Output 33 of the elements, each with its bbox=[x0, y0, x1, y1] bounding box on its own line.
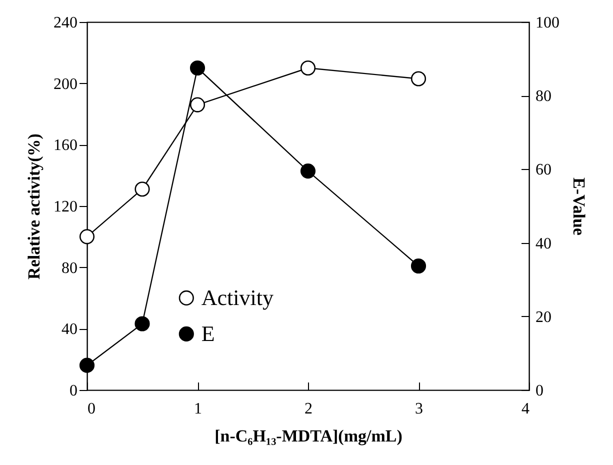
point bbox=[79, 229, 95, 244]
point bbox=[190, 60, 206, 76]
x-tick-label: 3 bbox=[415, 400, 423, 418]
y-tick-label: 160 bbox=[54, 137, 78, 154]
y-tick-label: 200 bbox=[54, 76, 78, 93]
y2-tick-label: 100 bbox=[536, 14, 560, 32]
y2-tick-label: 60 bbox=[536, 162, 552, 179]
y-tick-label: 80 bbox=[62, 260, 78, 277]
y2-tick-label: 20 bbox=[536, 308, 552, 326]
point bbox=[134, 182, 150, 197]
legend-label: E bbox=[201, 320, 215, 346]
x-axis-title: [n-C₆H₁₃-MDTA](mg/mL) bbox=[214, 426, 402, 446]
y-axis-title: Relative activity(%) bbox=[24, 134, 44, 280]
point bbox=[190, 97, 206, 112]
y-tick-label: 240 bbox=[54, 14, 78, 32]
y2-tick-label: 40 bbox=[536, 235, 552, 252]
point bbox=[300, 60, 316, 76]
point bbox=[410, 71, 426, 86]
legend-label: Activity bbox=[201, 284, 274, 310]
y-tick-label: 40 bbox=[62, 321, 78, 338]
x-tick-label: 2 bbox=[304, 400, 312, 418]
point bbox=[300, 164, 316, 179]
x-tick-label: 1 bbox=[194, 400, 202, 418]
x-tick-label: 0 bbox=[88, 400, 96, 418]
y2-tick-label: 80 bbox=[536, 88, 552, 106]
y2-axis-title: E-Value bbox=[570, 178, 588, 236]
point bbox=[79, 358, 95, 373]
point bbox=[410, 258, 426, 274]
y-tick-label: 0 bbox=[70, 382, 78, 400]
y2-tick-label: 0 bbox=[536, 382, 544, 400]
x-tick-label: 4 bbox=[522, 400, 530, 418]
y-tick-label: 120 bbox=[54, 198, 78, 216]
point bbox=[134, 316, 150, 332]
